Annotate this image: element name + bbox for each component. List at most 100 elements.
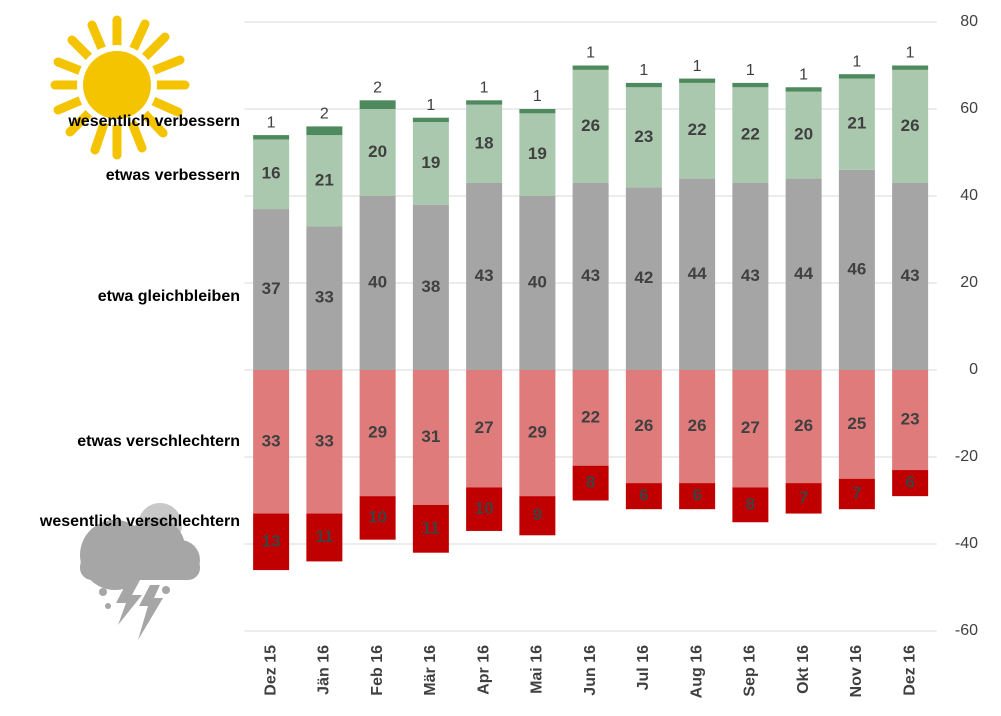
bar-segment <box>519 109 556 114</box>
bar-segment <box>838 370 875 479</box>
value-label: 11 <box>315 527 333 546</box>
value-label: 31 <box>421 427 440 446</box>
bar-segment <box>785 91 822 179</box>
value-label: 1 <box>746 62 755 79</box>
value-label: 40 <box>368 272 387 291</box>
value-label: 21 <box>315 170 334 189</box>
bar-segment <box>892 69 929 183</box>
bar-segment <box>838 78 875 170</box>
bar-segment <box>253 513 290 571</box>
value-label: 22 <box>741 125 760 144</box>
value-label: 20 <box>368 142 387 161</box>
bar-segment <box>412 370 449 505</box>
bar-segment <box>412 117 449 123</box>
bar-segment <box>732 487 769 523</box>
y-tick-label: 60 <box>960 100 978 117</box>
bar-segment <box>892 370 929 471</box>
x-tick-label: Dez 15 <box>262 645 279 696</box>
bar-segment <box>466 182 503 370</box>
bar-segment <box>838 169 875 370</box>
value-label: 29 <box>528 423 547 442</box>
value-label: 1 <box>586 45 595 62</box>
bar-segment <box>253 135 290 140</box>
bar-segment <box>306 513 343 562</box>
sun-icon <box>50 15 190 160</box>
y-tick-label: 0 <box>969 361 978 378</box>
bar-segment <box>625 87 662 188</box>
value-label: 26 <box>581 116 600 135</box>
bar-segment <box>679 178 716 370</box>
x-tick-label: Mai 16 <box>529 645 546 694</box>
bar-segment <box>679 78 716 83</box>
bar-segment <box>572 182 609 370</box>
bar-segment <box>359 100 396 109</box>
bar-segment <box>412 204 449 370</box>
value-label: 2 <box>320 106 329 123</box>
value-label: 1 <box>480 80 489 97</box>
bar-segment <box>572 65 609 70</box>
value-label: 22 <box>581 407 600 426</box>
value-label: 1 <box>267 114 276 131</box>
y-tick-label: -40 <box>955 535 978 552</box>
bar-segment <box>572 465 609 501</box>
x-tick-label: Feb 16 <box>369 645 386 696</box>
legend-label: wesentlich verbessern <box>67 113 240 130</box>
storm-icon <box>80 503 200 640</box>
value-label: 1 <box>852 53 861 70</box>
bar-segment <box>519 370 556 497</box>
bar-segment <box>892 470 929 497</box>
legend-label: wesentlich verschlechtern <box>39 513 240 530</box>
bar-segment <box>466 104 503 183</box>
x-tick-label: Jän 16 <box>316 645 333 695</box>
x-tick-label: Jun 16 <box>582 645 599 696</box>
bar-segment <box>625 82 662 88</box>
bar-segment <box>359 496 396 540</box>
value-label: 19 <box>528 144 547 163</box>
value-label: 25 <box>847 414 866 433</box>
bar-segment <box>412 122 449 205</box>
value-label: 1 <box>639 62 648 79</box>
value-label: 43 <box>475 266 494 285</box>
x-tick-label: Okt 16 <box>795 645 812 694</box>
y-tick-label: -20 <box>955 448 978 465</box>
value-label: 1 <box>533 88 542 105</box>
value-label: 6 <box>639 486 648 505</box>
x-tick-label: Nov 16 <box>848 645 865 698</box>
value-label: 46 <box>847 259 866 278</box>
value-label: 7 <box>799 488 808 507</box>
value-label: 1 <box>906 45 915 62</box>
value-label: 18 <box>475 133 494 152</box>
value-label: 16 <box>262 164 281 183</box>
bar-segment <box>679 82 716 179</box>
bar-segment <box>306 226 343 370</box>
value-label: 11 <box>422 518 440 537</box>
value-label: 21 <box>847 114 866 133</box>
value-label: 26 <box>901 116 920 135</box>
value-label: 43 <box>901 266 920 285</box>
value-label: 1 <box>426 97 435 114</box>
x-tick-label: Mär 16 <box>422 645 439 696</box>
bar-segment <box>892 65 929 70</box>
bar-segment <box>519 113 556 196</box>
bar-segment <box>625 370 662 484</box>
y-tick-label: 80 <box>960 13 978 30</box>
bar-segment <box>519 496 556 536</box>
y-tick-label: -60 <box>955 622 978 639</box>
bar-segment <box>359 109 396 196</box>
value-label: 1 <box>693 58 702 75</box>
bar-segment <box>359 196 396 370</box>
value-label: 6 <box>905 473 914 492</box>
value-label: 20 <box>794 125 813 144</box>
bar-segment <box>253 139 290 210</box>
value-label: 37 <box>262 279 281 298</box>
bar-segment <box>838 478 875 510</box>
value-label: 23 <box>634 127 653 146</box>
value-label: 29 <box>368 423 387 442</box>
value-label: 1 <box>799 66 808 83</box>
value-label: 38 <box>421 277 440 296</box>
value-label: 44 <box>794 264 813 283</box>
value-label: 8 <box>586 473 595 492</box>
value-label: 22 <box>688 120 707 139</box>
x-tick-label: Sep 16 <box>742 645 759 697</box>
bar-segment <box>306 126 343 136</box>
